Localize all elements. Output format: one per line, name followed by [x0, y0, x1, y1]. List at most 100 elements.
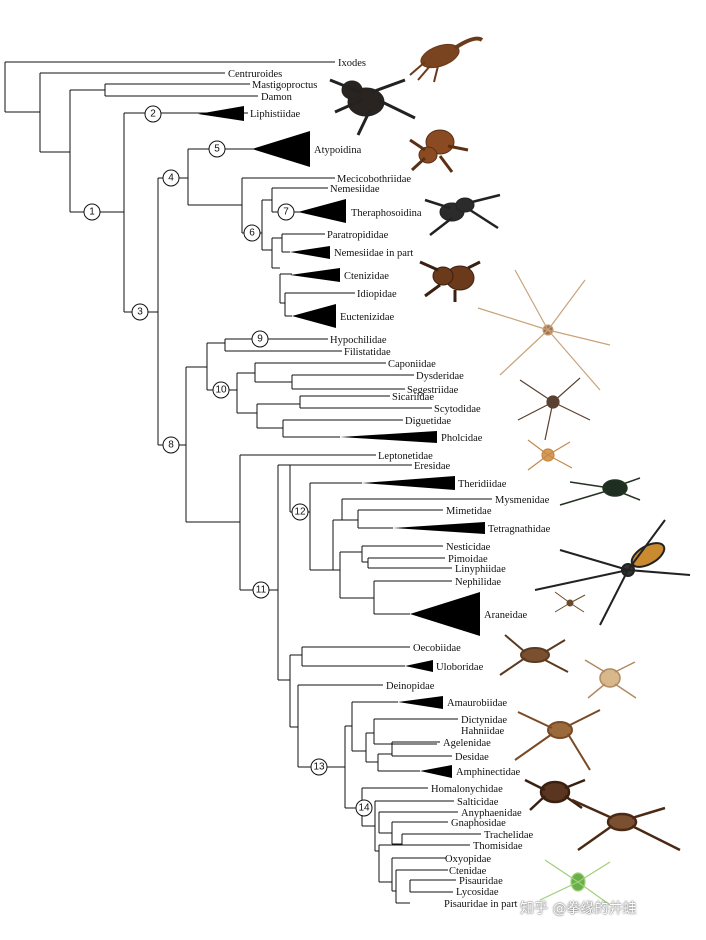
- node-marker: 12: [291, 503, 309, 521]
- taxon-label: Amphinectidae: [456, 767, 520, 778]
- taxon-label: Salticidae: [457, 797, 499, 808]
- spider-icon: [329, 78, 416, 136]
- taxon-label: Mecicobothriidae: [337, 174, 411, 185]
- node-marker: 13: [310, 758, 328, 776]
- scorpion-icon: [409, 36, 484, 83]
- spider-icon: [524, 778, 586, 811]
- taxon-label: Caponiidae: [388, 359, 436, 370]
- wedge-atypoidina: [252, 131, 310, 167]
- taxon-label: Dictynidae: [461, 715, 507, 726]
- taxon-label: Sicariidae: [392, 392, 434, 403]
- taxon-label: Theraphosoidina: [351, 208, 422, 219]
- taxon-label: Deinopidae: [386, 681, 435, 692]
- svg-text:6: 6: [249, 228, 255, 239]
- taxon-label: Theridiidae: [458, 479, 507, 490]
- svg-text:7: 7: [283, 207, 289, 218]
- node-marker: 1: [83, 203, 101, 221]
- spider-icon: [517, 377, 591, 441]
- node-marker: 5: [208, 140, 226, 158]
- taxon-label: Nemesiidae in part: [334, 248, 413, 259]
- taxon-label: Paratropididae: [327, 230, 389, 241]
- taxon-label: Ctenizidae: [344, 271, 389, 282]
- svg-text:4: 4: [168, 173, 174, 184]
- wedge-ctenizidae: [290, 268, 340, 282]
- svg-text:13: 13: [313, 762, 325, 773]
- node-marker: 7: [277, 203, 295, 221]
- taxon-label: Pholcidae: [441, 433, 483, 444]
- taxon-label: Eresidae: [414, 461, 450, 472]
- watermark-text: 知乎 @拳缘的井蛙: [520, 901, 637, 917]
- taxon-label: Segestriidae: [407, 385, 459, 396]
- taxon-label: Nemesiidae: [330, 184, 380, 195]
- taxon-label: Mastigoproctus: [252, 80, 317, 91]
- spider-icon: [527, 439, 573, 471]
- spider-icon: [499, 634, 569, 676]
- wedge-theraphosoidina: [298, 199, 346, 223]
- taxon-label: Agelenidae: [443, 738, 491, 749]
- taxon-label: Oecobiidae: [413, 643, 461, 654]
- svg-text:12: 12: [294, 507, 306, 518]
- taxon-label: Centruroides: [228, 69, 282, 80]
- node-marker: 3: [131, 303, 149, 321]
- node-marker: 9: [251, 330, 269, 348]
- node-marker: 11: [252, 581, 270, 599]
- svg-text:11: 11: [256, 585, 267, 596]
- spider-icon: [419, 260, 481, 302]
- node-marker: 8: [162, 436, 180, 454]
- svg-text:9: 9: [257, 334, 263, 345]
- node-marker: 6: [243, 224, 261, 242]
- spider-icon: [559, 477, 641, 506]
- taxon-labels: Ixodes Centruroides Mastigoproctus Damon…: [228, 58, 551, 910]
- taxon-label: Scytodidae: [434, 404, 481, 415]
- taxon-label: Trachelidae: [484, 830, 534, 841]
- taxon-label: Ctenidae: [449, 866, 487, 877]
- svg-text:1: 1: [89, 207, 95, 218]
- taxon-label: Desidae: [455, 752, 489, 763]
- spider-icon: [409, 129, 469, 173]
- taxon-label: Oxyopidae: [445, 854, 491, 865]
- node-marker: 4: [162, 169, 180, 187]
- taxon-label: Idiopidae: [357, 289, 397, 300]
- node-marker: 2: [144, 105, 162, 123]
- taxon-label: Damon: [261, 92, 293, 103]
- taxon-label: Dysderidae: [416, 371, 464, 382]
- spider-icon: [554, 591, 586, 613]
- wedge-amaurobiidae: [398, 696, 443, 709]
- wedge-theridiidae: [362, 476, 455, 490]
- node-marker: 14: [355, 799, 373, 817]
- taxon-label: Filistatidae: [344, 347, 391, 358]
- spider-illustrations: [329, 36, 691, 906]
- taxon-label: Araneidae: [484, 610, 527, 621]
- taxon-label: Euctenizidae: [340, 312, 395, 323]
- svg-text:5: 5: [214, 144, 220, 155]
- svg-text:14: 14: [358, 803, 370, 814]
- taxon-label: Tetragnathidae: [488, 524, 551, 535]
- wedge-nemesiidae-part: [290, 246, 330, 259]
- taxon-label: Diguetidae: [405, 416, 451, 427]
- spider-icon: [571, 798, 681, 852]
- taxon-label: Ixodes: [338, 58, 366, 69]
- spider-icon: [534, 519, 691, 626]
- node-markers: 1 2 3 4 5 6 7 8 9 10 11 12 13 14: [83, 105, 373, 817]
- wedge-uloboridae: [405, 660, 433, 672]
- svg-text:3: 3: [137, 307, 143, 318]
- taxon-label: Liphistiidae: [250, 109, 300, 120]
- clade-wedges: [198, 106, 485, 778]
- node-marker: 10: [212, 381, 230, 399]
- taxon-label: Leptonetidae: [378, 451, 433, 462]
- svg-text:10: 10: [215, 385, 227, 396]
- taxon-label: Atypoidina: [314, 145, 362, 156]
- wedge-pholcidae: [340, 431, 437, 443]
- wedge-tetragnathidae: [393, 522, 485, 534]
- taxon-label: Pimoidae: [448, 554, 488, 565]
- wedge-amphinectidae: [420, 765, 452, 778]
- taxon-label: Anyphaenidae: [461, 808, 522, 819]
- svg-text:2: 2: [150, 109, 156, 120]
- taxon-label: Homalonychidae: [431, 784, 503, 795]
- spider-icon: [584, 659, 637, 699]
- taxon-label: Nesticidae: [446, 542, 491, 553]
- taxon-label: Pisauridae in part: [444, 899, 518, 910]
- taxon-label: Nephilidae: [455, 577, 501, 588]
- taxon-label: Pisauridae: [459, 876, 503, 887]
